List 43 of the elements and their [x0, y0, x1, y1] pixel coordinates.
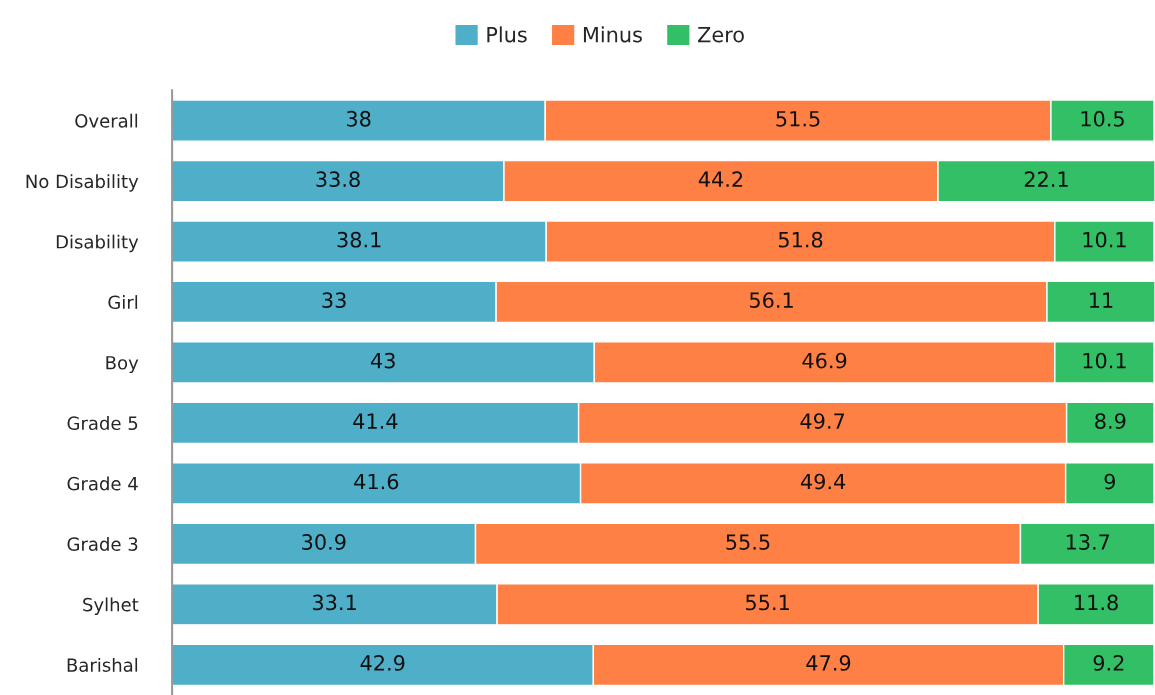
legend-label: Zero	[698, 26, 744, 43]
data-label: 10.1	[1083, 231, 1126, 248]
y-tick-label: Boy	[106, 356, 139, 374]
data-label: 43	[370, 352, 395, 369]
y-tick-label: No Disability	[26, 174, 139, 192]
data-label: 8.9	[1095, 413, 1126, 429]
data-label: 49.4	[800, 473, 846, 490]
data-label: 56.1	[749, 292, 793, 309]
data-label: 38.1	[337, 231, 381, 248]
data-label: 51.5	[776, 111, 820, 127]
data-label: 10.1	[1083, 352, 1126, 369]
data-label: 51.8	[778, 231, 823, 248]
y-tick-label: Grade 3	[67, 536, 138, 551]
data-label: 11	[1090, 292, 1113, 308]
data-label: 41.4	[353, 413, 398, 429]
y-tick-label: Barishal	[67, 657, 138, 672]
data-label: 47.9	[806, 655, 851, 671]
data-label: 41.6	[354, 473, 399, 490]
data-label: 9	[1104, 473, 1115, 490]
data-label: 38	[346, 110, 371, 127]
data-label: 44.2	[698, 171, 743, 187]
data-label: 9.2	[1093, 655, 1124, 671]
data-label: 49.7	[800, 413, 845, 429]
y-tick-label: Disability	[56, 234, 139, 253]
data-label: 30.9	[302, 534, 346, 550]
data-label: 46.9	[802, 352, 847, 369]
data-label: 42.9	[360, 655, 405, 671]
data-label: 55.5	[726, 534, 770, 550]
data-label: 55.1	[746, 594, 789, 611]
y-tick-label: Grade 5	[67, 416, 138, 431]
y-tick-label: Sylhet	[83, 597, 139, 615]
data-label: 33.1	[313, 594, 356, 611]
legend-label: Plus	[487, 26, 527, 43]
data-label: 10.5	[1081, 110, 1124, 127]
data-label: 22.1	[1024, 171, 1068, 187]
y-tick-label: Overall	[75, 113, 138, 128]
y-tick-label: Grade 4	[67, 476, 138, 491]
data-label: 11.8	[1075, 594, 1118, 611]
data-label: 33.8	[316, 171, 360, 188]
data-label: 13.7	[1066, 534, 1110, 550]
y-tick-label: Girl	[108, 295, 138, 310]
legend-label: Minus	[583, 26, 642, 43]
data-label: 33	[322, 292, 346, 309]
